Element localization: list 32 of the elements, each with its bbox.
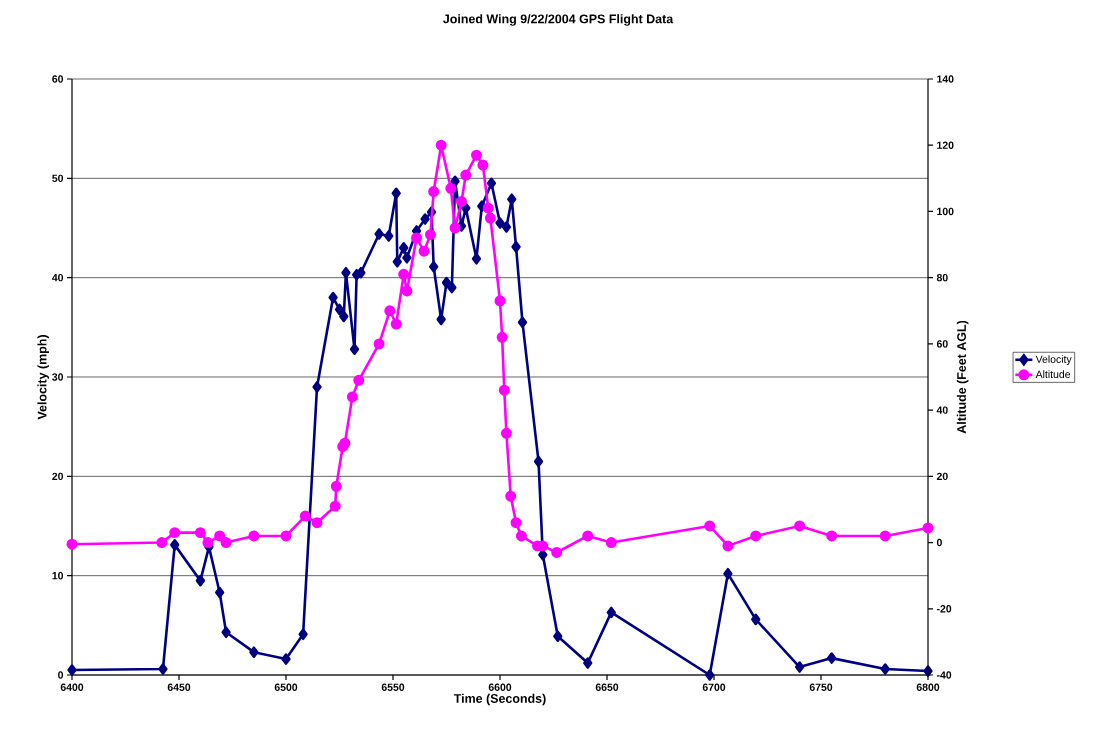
x-tick-label: 6500 [274, 683, 298, 691]
y2-axis-title: Altitude (Feet AGL) [956, 320, 969, 434]
y2-tick-label: 60 [936, 340, 948, 348]
x-tick-label: 6650 [595, 683, 619, 691]
y-tick-label: 20 [52, 472, 64, 481]
y2-tick-label: 100 [937, 207, 954, 216]
y2-tick-label: 20 [936, 472, 948, 481]
y2-tick-label: -20 [936, 605, 952, 613]
y-tick-label: 60 [52, 75, 64, 83]
x-tick-label: 6700 [702, 683, 726, 691]
y2-tick-label: 0 [936, 538, 942, 547]
y2-tick-label: 140 [937, 75, 954, 83]
y-tick-label: 30 [52, 373, 64, 381]
legend-label: Altitude [1035, 370, 1071, 378]
y2-tick-label: 40 [936, 406, 948, 414]
chart-title: Joined Wing 9/22/2004 GPS Flight Data [443, 14, 674, 26]
x-axis-title: Time (Seconds) [453, 693, 546, 706]
y2-tick-label: -40 [936, 671, 952, 679]
x-tick-label: 6450 [167, 683, 191, 691]
y-tick-label: 10 [52, 571, 64, 580]
y-tick-label: 40 [52, 273, 64, 282]
x-tick-label: 6800 [916, 683, 940, 691]
x-tick-label: 6600 [488, 683, 512, 691]
x-tick-label: 6750 [809, 683, 833, 691]
legend-label: Velocity [1035, 355, 1072, 365]
x-tick-label: 6400 [60, 683, 84, 691]
y-tick-label: 0 [58, 671, 64, 679]
y2-tick-label: 120 [937, 141, 954, 149]
y-axis-title: Velocity (mph) [37, 335, 49, 420]
y2-tick-label: 80 [936, 273, 948, 282]
x-tick-label: 6550 [381, 683, 405, 691]
y-tick-label: 50 [52, 174, 64, 183]
